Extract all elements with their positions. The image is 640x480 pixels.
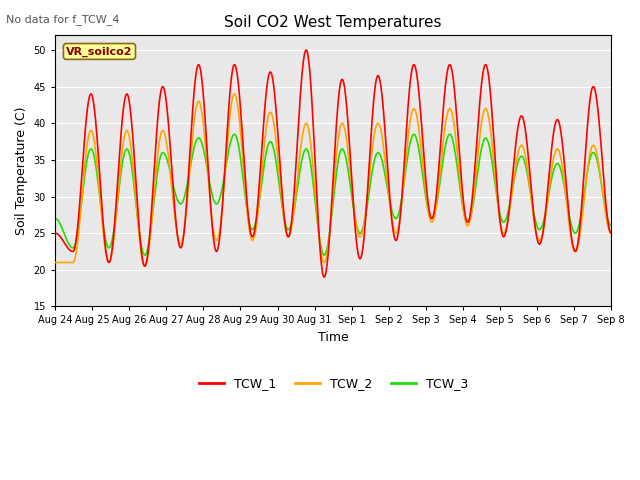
Text: VR_soilco2: VR_soilco2 xyxy=(66,46,132,57)
Legend: TCW_1, TCW_2, TCW_3: TCW_1, TCW_2, TCW_3 xyxy=(193,372,473,396)
X-axis label: Time: Time xyxy=(318,331,349,344)
Y-axis label: Soil Temperature (C): Soil Temperature (C) xyxy=(15,107,28,235)
Text: No data for f_TCW_4: No data for f_TCW_4 xyxy=(6,14,120,25)
Title: Soil CO2 West Temperatures: Soil CO2 West Temperatures xyxy=(225,15,442,30)
